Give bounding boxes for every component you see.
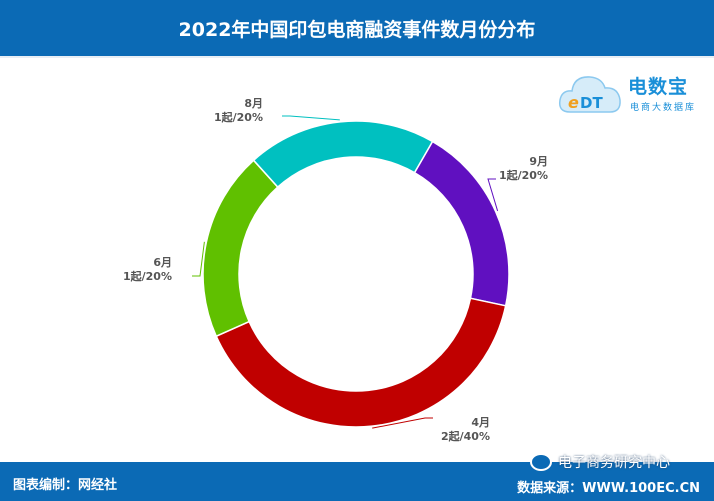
leader-line-9月 [487,178,499,212]
slice-value-label: 1起/20% [214,110,263,124]
leader-line-8月 [282,115,340,121]
header-divider [0,56,714,58]
footer-source: 数据来源：WWW.100EC.CN [517,481,700,496]
logo-brand: 电数宝 [628,76,689,98]
footer-bar: 图表编制：网经社 数据来源：WWW.100EC.CN [0,462,714,501]
donut-slice-6月 [202,159,279,338]
wechat-icon [530,453,552,471]
svg-text:DT: DT [580,94,603,112]
slice-category-label: 8月 [244,97,263,110]
slice-value-label: 1起/20% [499,168,548,182]
chart-title: 2022年中国印包电商融资事件数月份分布 [178,18,536,41]
donut-slice-4月 [215,297,507,428]
slice-category-label: 9月 [529,155,548,168]
slice-value-label: 2起/40% [441,429,490,443]
donut-slice-9月 [413,140,510,307]
leader-line-4月 [372,417,433,429]
slice-category-label: 4月 [471,416,490,429]
logo-subtitle: 电商大数据库 [630,103,697,113]
slice-category-label: 6月 [153,256,172,269]
donut-slice-8月 [252,120,434,189]
chart-title-bar: 2022年中国印包电商融资事件数月份分布 [0,0,714,56]
slice-value-label: 1起/20% [123,269,172,283]
wechat-label: 电子商务研究中心 [558,455,670,471]
donut-slices [202,120,510,428]
footer-credit: 图表编制：网经社 [13,478,118,493]
wechat-badge: 电子商务研究中心 [530,452,670,472]
svg-text:e: e [568,93,579,112]
logo: e DT 电数宝 电商大数据库 [556,64,706,124]
leader-line-6月 [192,241,205,277]
cloud-logo-icon: e DT [558,76,621,113]
